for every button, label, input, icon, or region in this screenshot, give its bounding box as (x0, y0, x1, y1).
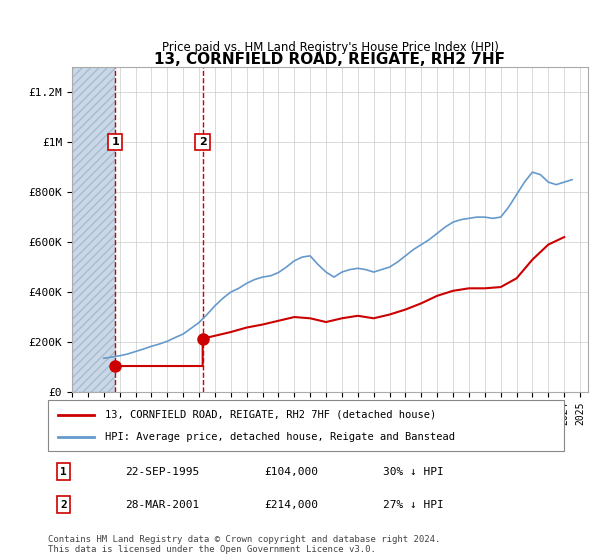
Text: 27% ↓ HPI: 27% ↓ HPI (383, 500, 444, 510)
Text: 1: 1 (60, 467, 67, 477)
Text: 28-MAR-2001: 28-MAR-2001 (125, 500, 200, 510)
FancyBboxPatch shape (48, 400, 564, 451)
Text: HPI: Average price, detached house, Reigate and Banstead: HPI: Average price, detached house, Reig… (105, 432, 455, 442)
Text: £104,000: £104,000 (265, 467, 319, 477)
Text: 2: 2 (199, 137, 206, 147)
Title: 13, CORNFIELD ROAD, REIGATE, RH2 7HF: 13, CORNFIELD ROAD, REIGATE, RH2 7HF (155, 52, 505, 67)
Text: 30% ↓ HPI: 30% ↓ HPI (383, 467, 444, 477)
Text: Price paid vs. HM Land Registry's House Price Index (HPI): Price paid vs. HM Land Registry's House … (161, 41, 499, 54)
Text: Contains HM Land Registry data © Crown copyright and database right 2024.
This d: Contains HM Land Registry data © Crown c… (48, 535, 440, 554)
Bar (72, 67, 115, 392)
Text: 13, CORNFIELD ROAD, REIGATE, RH2 7HF (detached house): 13, CORNFIELD ROAD, REIGATE, RH2 7HF (de… (105, 409, 436, 419)
Text: £214,000: £214,000 (265, 500, 319, 510)
Text: 22-SEP-1995: 22-SEP-1995 (125, 467, 200, 477)
Text: 2: 2 (60, 500, 67, 510)
Text: 1: 1 (112, 137, 119, 147)
